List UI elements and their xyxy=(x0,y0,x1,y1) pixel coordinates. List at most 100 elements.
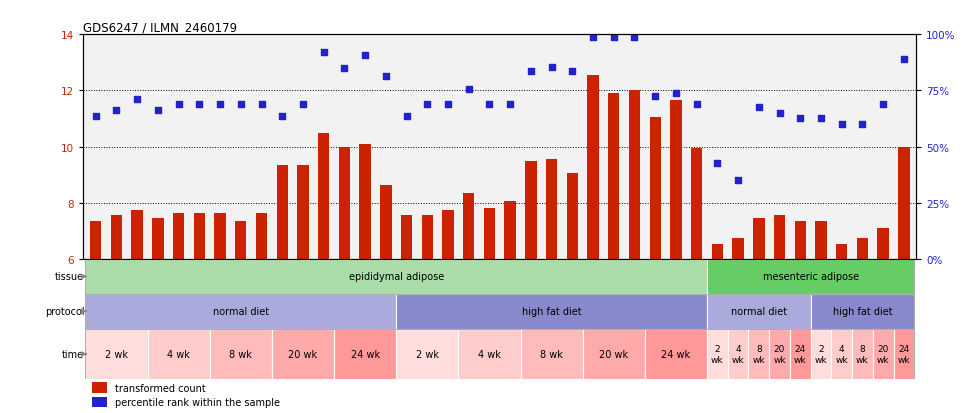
Bar xyxy=(92,397,107,407)
Point xyxy=(274,113,290,120)
Text: 4
wk: 4 wk xyxy=(835,344,848,364)
Bar xyxy=(898,147,909,259)
Text: 24
wk: 24 wk xyxy=(898,344,910,364)
Text: normal diet: normal diet xyxy=(213,306,269,316)
Bar xyxy=(172,213,184,259)
Bar xyxy=(131,210,143,259)
Bar xyxy=(650,118,661,259)
Text: 24
wk: 24 wk xyxy=(794,344,807,364)
Bar xyxy=(857,238,868,259)
Bar xyxy=(877,228,889,259)
Bar xyxy=(276,166,288,259)
Bar xyxy=(92,382,107,393)
Bar xyxy=(711,244,723,259)
Point xyxy=(316,50,331,57)
Bar xyxy=(749,329,769,380)
Bar xyxy=(380,185,392,259)
Text: high fat diet: high fat diet xyxy=(833,306,892,316)
Bar xyxy=(235,221,247,259)
Bar xyxy=(608,94,619,259)
Text: tissue: tissue xyxy=(55,272,84,282)
Bar xyxy=(753,219,764,259)
Bar xyxy=(815,221,827,259)
Bar xyxy=(463,193,474,259)
Text: 20 wk: 20 wk xyxy=(599,349,628,359)
Bar xyxy=(459,329,520,380)
Text: 4 wk: 4 wk xyxy=(478,349,501,359)
Point xyxy=(233,102,249,109)
Bar xyxy=(421,216,433,259)
Text: 24 wk: 24 wk xyxy=(662,349,691,359)
Bar xyxy=(318,133,329,259)
Point xyxy=(626,35,642,41)
Point xyxy=(88,113,104,120)
Text: 2
wk: 2 wk xyxy=(814,344,827,364)
Bar xyxy=(396,329,459,380)
Point xyxy=(358,53,373,59)
Point xyxy=(378,74,394,81)
Point xyxy=(668,91,684,97)
Bar xyxy=(645,329,707,380)
Bar xyxy=(484,209,495,259)
Bar xyxy=(769,329,790,380)
Bar xyxy=(774,216,785,259)
Point xyxy=(875,102,891,109)
Bar xyxy=(339,147,350,259)
Bar xyxy=(148,329,210,380)
Bar xyxy=(152,219,164,259)
Bar xyxy=(525,161,537,259)
Bar xyxy=(85,259,707,294)
Text: mesenteric adipose: mesenteric adipose xyxy=(762,272,858,282)
Bar xyxy=(691,149,703,259)
Text: 8
wk: 8 wk xyxy=(753,344,765,364)
Bar xyxy=(546,160,558,259)
Text: normal diet: normal diet xyxy=(731,306,787,316)
Bar xyxy=(194,213,205,259)
Text: 4 wk: 4 wk xyxy=(168,349,190,359)
Point xyxy=(171,102,186,109)
Bar xyxy=(271,329,334,380)
Bar xyxy=(831,329,852,380)
Bar xyxy=(836,244,848,259)
Point xyxy=(213,102,228,109)
Text: protocol: protocol xyxy=(45,306,84,316)
Bar xyxy=(396,294,707,329)
Point xyxy=(855,121,870,128)
Point xyxy=(254,102,270,109)
Point xyxy=(564,68,580,75)
Text: 20
wk: 20 wk xyxy=(773,344,786,364)
Bar xyxy=(707,329,728,380)
Text: 2 wk: 2 wk xyxy=(416,349,439,359)
Bar xyxy=(297,166,309,259)
Bar xyxy=(401,216,413,259)
Bar xyxy=(256,213,268,259)
Text: percentile rank within the sample: percentile rank within the sample xyxy=(115,397,280,407)
Text: GDS6247 / ILMN_2460179: GDS6247 / ILMN_2460179 xyxy=(83,21,237,34)
Point xyxy=(689,102,705,109)
Point xyxy=(419,102,435,109)
Text: 4
wk: 4 wk xyxy=(732,344,745,364)
Text: 2
wk: 2 wk xyxy=(711,344,723,364)
Text: time: time xyxy=(62,349,84,359)
Bar xyxy=(587,76,599,259)
Bar xyxy=(85,294,396,329)
Text: 20 wk: 20 wk xyxy=(288,349,318,359)
Point xyxy=(109,107,124,114)
Point xyxy=(834,121,850,128)
Point xyxy=(710,161,725,167)
Point xyxy=(585,35,601,41)
Bar xyxy=(111,216,122,259)
Point xyxy=(896,57,911,64)
Point xyxy=(648,93,663,100)
Point xyxy=(523,68,539,75)
Point xyxy=(295,102,311,109)
Bar xyxy=(873,329,894,380)
Bar xyxy=(505,202,515,259)
Bar xyxy=(732,238,744,259)
Bar xyxy=(583,329,645,380)
Point xyxy=(191,102,207,109)
Bar xyxy=(894,329,914,380)
Bar xyxy=(707,294,810,329)
Bar xyxy=(629,91,640,259)
Point xyxy=(771,110,787,117)
